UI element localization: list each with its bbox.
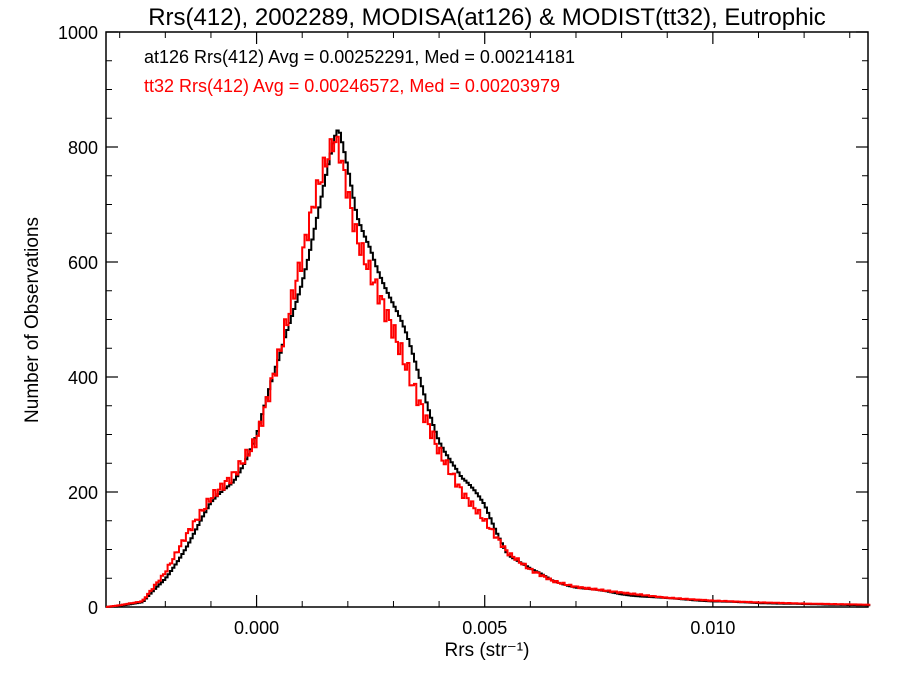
series-at126-line (106, 129, 871, 608)
y-axis: 0 200 400 600 800 1000 (58, 23, 868, 618)
series-tt32-line (106, 135, 871, 608)
y-tick-label: 400 (68, 368, 98, 388)
y-tick-label: 0 (88, 598, 98, 618)
series-layer (106, 129, 871, 608)
x-axis-label: Rrs (str⁻¹) (445, 640, 530, 661)
x-tick-label: 0.000 (234, 618, 279, 638)
y-tick-label: 600 (68, 253, 98, 273)
x-tick-label: 0.010 (690, 618, 735, 638)
x-tick-label: 0.005 (462, 618, 507, 638)
y-tick-label: 800 (68, 138, 98, 158)
legend-annotation-at126: at126 Rrs(412) Avg = 0.00252291, Med = 0… (144, 47, 575, 67)
y-tick-label: 200 (68, 483, 98, 503)
chart-title: Rrs(412), 2002289, MODISA(at126) & MODIS… (148, 4, 826, 31)
y-axis-label: Number of Observations (22, 217, 43, 423)
x-axis: 0.000 0.005 0.010 (119, 32, 851, 638)
y-tick-label: 1000 (58, 23, 98, 43)
legend-annotation-tt32: tt32 Rrs(412) Avg = 0.00246572, Med = 0.… (144, 76, 560, 96)
